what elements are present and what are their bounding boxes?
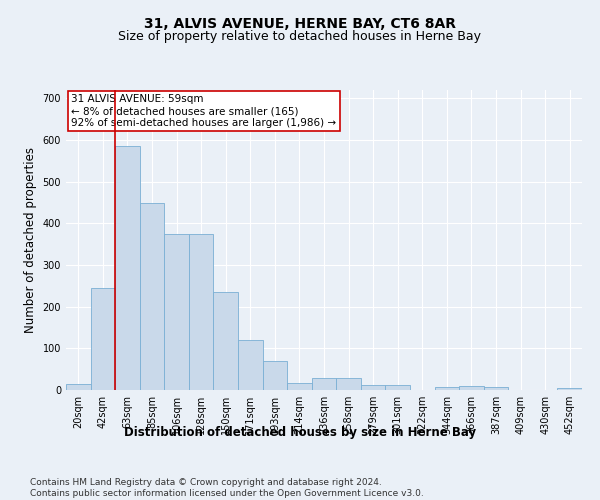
Bar [189,234,214,390]
Bar [164,234,189,390]
Text: Contains HM Land Registry data © Crown copyright and database right 2024.
Contai: Contains HM Land Registry data © Crown c… [30,478,424,498]
Bar [312,378,336,390]
Bar [66,384,91,390]
Bar [238,340,263,390]
Bar [385,385,410,390]
Bar [115,146,140,390]
Bar [557,388,582,390]
Text: 31, ALVIS AVENUE, HERNE BAY, CT6 8AR: 31, ALVIS AVENUE, HERNE BAY, CT6 8AR [144,18,456,32]
Text: Size of property relative to detached houses in Herne Bay: Size of property relative to detached ho… [119,30,482,43]
Bar [434,386,459,390]
Bar [214,292,238,390]
Bar [361,385,385,390]
Bar [140,202,164,390]
Bar [336,378,361,390]
Text: Distribution of detached houses by size in Herne Bay: Distribution of detached houses by size … [124,426,476,439]
Bar [484,386,508,390]
Bar [263,361,287,390]
Bar [91,288,115,390]
Y-axis label: Number of detached properties: Number of detached properties [24,147,37,333]
Text: 31 ALVIS AVENUE: 59sqm
← 8% of detached houses are smaller (165)
92% of semi-det: 31 ALVIS AVENUE: 59sqm ← 8% of detached … [71,94,336,128]
Bar [287,382,312,390]
Bar [459,386,484,390]
